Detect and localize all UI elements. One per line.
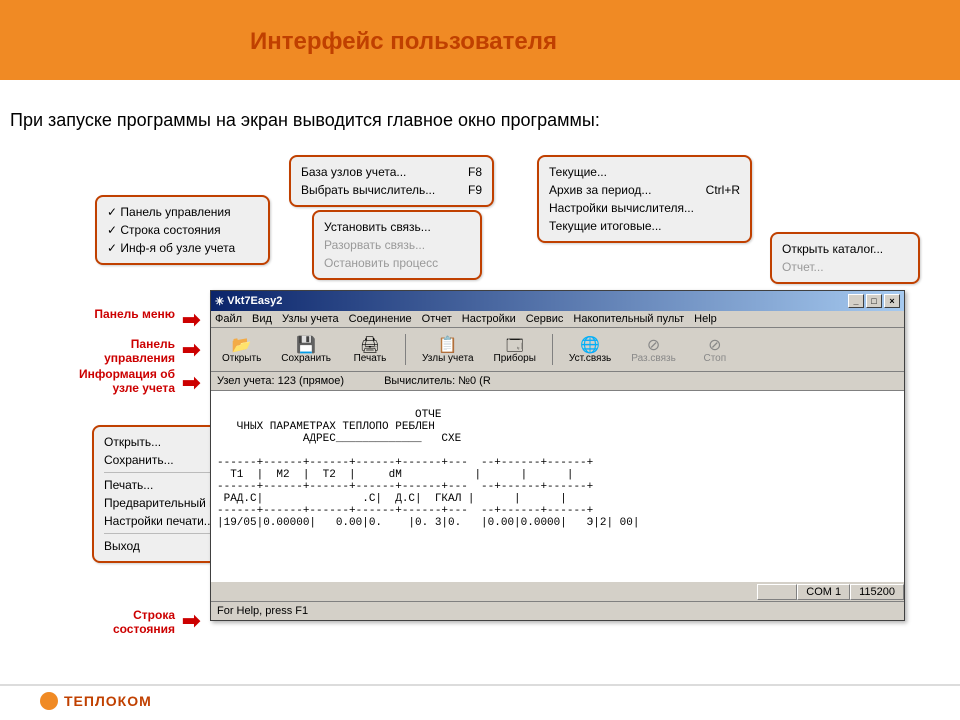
menu-nodes[interactable]: Узлы учета [282,313,339,325]
status-com: COM 1 [797,584,850,600]
menu-item[interactable]: Разорвать связь... [324,236,470,254]
menu-help[interactable]: Help [694,313,717,325]
nodes-icon: 📋 [438,335,458,353]
brand-logo-icon [40,692,58,710]
menu-item[interactable]: Открыть каталог... [782,240,908,258]
label-toolbar: Панель управления [75,337,175,366]
menu-connection[interactable]: Соединение [349,313,412,325]
menu-item[interactable]: Инф-я об узле учета [107,239,258,257]
menu-item[interactable]: Архив за период...Ctrl+R [549,181,740,199]
app-icon: ✳ [215,295,224,308]
label-info: Информация об узле учета [75,367,175,396]
stop-icon: ⊘ [708,335,721,353]
menu-item[interactable]: Настройки вычислителя... [549,199,740,217]
brand-name: ТЕПЛОКОМ [64,693,152,709]
menu-item[interactable]: Строка состояния [107,221,258,239]
menu-storage[interactable]: Накопительный пульт [573,313,684,325]
titlebar[interactable]: ✳ Vkt7Easy2 _ □ × [211,291,904,311]
menu-file[interactable]: Файл [215,313,242,325]
toolbar-label: Стоп [703,353,726,364]
toolbar-devices-button[interactable]: 🗔Приборы [487,332,543,367]
toolbar: 📂Открыть💾Сохранить🖨Печать📋Узлы учета🗔При… [211,328,904,372]
toolbar-print-button[interactable]: 🖨Печать [344,332,396,367]
status-bar: COM 1 115200 [211,581,904,601]
menu-item[interactable]: Остановить процесс [324,254,470,272]
arrow-icon: ➡ [182,337,200,363]
arrow-icon: ➡ [182,608,200,634]
menu-item[interactable]: Установить связь... [324,218,470,236]
menu-item[interactable]: Панель управления [107,203,258,221]
menu-item[interactable]: Выбрать вычислитель...F9 [301,181,482,199]
arrow-icon: ➡ [182,370,200,396]
open-icon: 📂 [232,335,252,353]
toolbar-label: Печать [354,353,387,364]
toolbar-label: Узлы учета [422,353,474,364]
devices-icon: 🗔 [506,335,523,353]
slide-header: Интерфейс пользователя [0,0,960,80]
menu-item[interactable]: Текущие... [549,163,740,181]
toolbar-label: Раз.связь [631,353,676,364]
toolbar-save-button[interactable]: 💾Сохранить [274,332,338,367]
footer: ТЕПЛОКОМ [0,684,960,716]
print-icon: 🖨 [360,335,380,353]
calc-info: Вычислитель: №0 (R [384,375,491,387]
minimize-button[interactable]: _ [848,294,864,308]
menu-item[interactable]: Текущие итоговые... [549,217,740,235]
window-title: Vkt7Easy2 [227,295,282,307]
connect-icon: 🌐 [580,335,600,353]
maximize-button[interactable]: □ [866,294,882,308]
toolbar-label: Приборы [494,353,536,364]
menu-report[interactable]: Отчет [422,313,452,325]
save-icon: 💾 [296,335,316,353]
info-line: Узел учета: 123 (прямое) Вычислитель: №0… [211,372,904,391]
menu-item[interactable]: Отчет... [782,258,908,276]
menubar: Файл Вид Узлы учета Соединение Отчет Нас… [211,311,904,328]
intro-text: При запуске программы на экран выводится… [10,110,600,131]
menu-view[interactable]: Вид [252,313,272,325]
callout-storage-menu: Открыть каталог... Отчет... [770,232,920,284]
callout-view-menu: Панель управления Строка состояния Инф-я… [95,195,270,265]
status-cell [757,584,797,600]
callout-nodes-menu: База узлов учета...F8 Выбрать вычислител… [289,155,494,207]
toolbar-label: Открыть [222,353,261,364]
toolbar-nodes-button[interactable]: 📋Узлы учета [415,332,481,367]
status-baud: 115200 [850,584,904,600]
close-button[interactable]: × [884,294,900,308]
app-window: ✳ Vkt7Easy2 _ □ × Файл Вид Узлы учета Со… [210,290,905,621]
toolbar-stop-button: ⊘Стоп [689,332,741,367]
disconnect-icon: ⊘ [647,335,660,353]
callout-report-menu: Текущие... Архив за период...Ctrl+R Наст… [537,155,752,243]
toolbar-connect-button[interactable]: 🌐Уст.связь [562,332,618,367]
help-line: For Help, press F1 [211,601,904,620]
menu-settings[interactable]: Настройки [462,313,516,325]
arrow-icon: ➡ [182,307,200,333]
toolbar-label: Уст.связь [569,353,611,364]
label-status: Строка состояния [75,608,175,637]
node-info: Узел учета: 123 (прямое) [217,375,344,387]
document-area: ОТЧЕ ЧНЫХ ПАРАМЕТРАХ ТЕПЛОПО РЕБЛЕН АДРЕ… [211,391,904,581]
toolbar-label: Сохранить [281,353,331,364]
toolbar-disconnect-button: ⊘Раз.связь [624,332,683,367]
menu-service[interactable]: Сервис [526,313,564,325]
callout-connect-menu: Установить связь... Разорвать связь... О… [312,210,482,280]
toolbar-open-button[interactable]: 📂Открыть [215,332,268,367]
slide-title: Интерфейс пользователя [250,28,557,56]
label-menubar: Панель меню [75,307,175,321]
menu-item[interactable]: База узлов учета...F8 [301,163,482,181]
